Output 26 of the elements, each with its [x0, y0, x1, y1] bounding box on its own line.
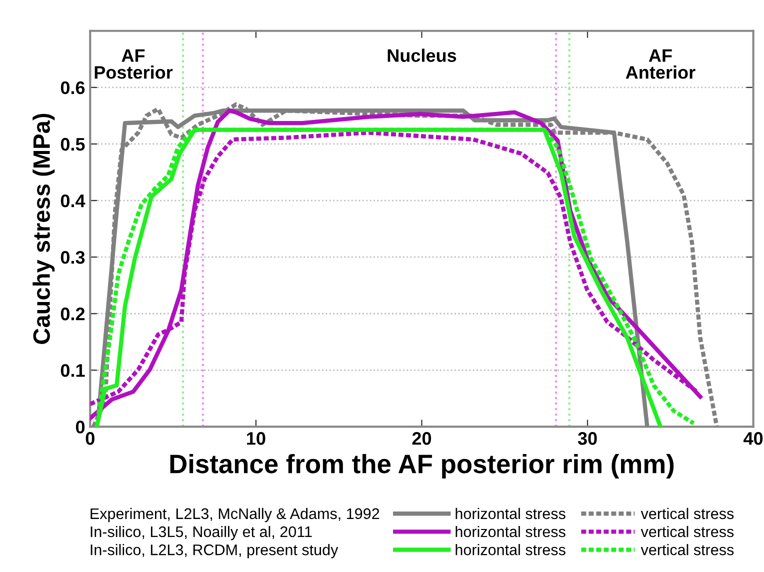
legend-label: vertical stress: [640, 508, 734, 520]
annotation: AF Posterior: [94, 49, 173, 79]
legend-label: horizontal stress: [456, 526, 566, 538]
text: Experiment, L2L3, McNally & Adams, 1992: [90, 508, 380, 522]
x-tick-label: 40: [744, 432, 763, 445]
text: In-silico, L2L3, RCDM, present study: [90, 544, 338, 558]
x-tick-label: 0: [86, 432, 94, 445]
legend-label: vertical stress: [640, 526, 734, 538]
y-tick-label: 0.3: [60, 251, 85, 264]
y-tick-label: 0.5: [60, 138, 85, 151]
legend-label: horizontal stress: [456, 508, 566, 520]
y-tick-label: 0.4: [60, 194, 86, 208]
y-tick-label: 0.1: [60, 364, 85, 377]
x-axis-title: Distance from the AF posterior rim (mm): [170, 454, 674, 479]
legend-label: vertical stress: [640, 544, 734, 556]
x-tick-label: 10: [247, 432, 266, 445]
legend-label: horizontal stress: [456, 544, 566, 556]
y-axis-title: Cauchy stress (MPa): [32, 114, 55, 344]
y-tick-label: 0: [76, 420, 85, 434]
text: In-silico, L3L5, Noailly et al, 2011: [90, 526, 312, 540]
x-tick-label: 20: [412, 432, 432, 445]
x-tick-label: 30: [578, 432, 597, 445]
annotation: Nucleus: [388, 48, 456, 62]
y-tick-label: 0.6: [60, 81, 85, 94]
y-tick-label: 0.2: [60, 308, 85, 320]
annotation: AF Anterior: [626, 49, 696, 79]
